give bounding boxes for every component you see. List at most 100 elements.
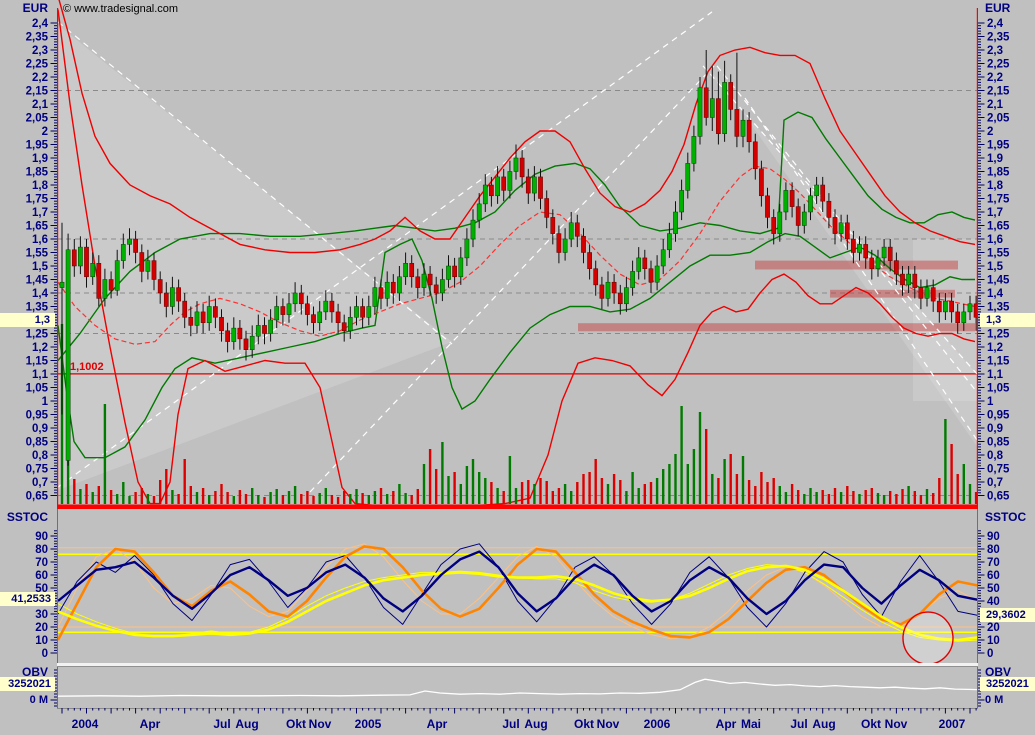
- axis-label: 1: [987, 396, 994, 408]
- indicator-line: [57, 111, 976, 361]
- volume-bar: [705, 429, 708, 504]
- sstoc-label-left: SSTOC: [6, 510, 48, 524]
- candle-body: [667, 233, 672, 251]
- axis-label: 1,05: [987, 383, 1010, 395]
- axis-label: 1,25: [987, 329, 1010, 341]
- volume-bar: [410, 495, 413, 504]
- time-label: Mai: [741, 717, 761, 731]
- candle-body: [605, 281, 611, 299]
- candle-body: [869, 257, 875, 269]
- candle-body: [286, 303, 292, 315]
- volume-bar: [913, 491, 916, 504]
- candle-body: [936, 300, 942, 313]
- candle-body: [685, 163, 691, 191]
- volume-bar: [533, 484, 536, 504]
- candle-body: [347, 317, 353, 332]
- candle-body: [538, 176, 543, 199]
- axis-label: 1,2: [987, 342, 1003, 354]
- axis-label: 1,25: [26, 329, 49, 341]
- candle-body: [709, 98, 715, 118]
- axis-label: 1,7: [987, 207, 1003, 219]
- volume-bar: [698, 412, 702, 504]
- volume-bar: [73, 479, 76, 504]
- sstoc-panel[interactable]: [57, 507, 978, 664]
- time-label: Jul: [790, 717, 807, 731]
- axis-label: 1,45: [26, 275, 49, 287]
- candle-body: [771, 217, 777, 234]
- obv-panel[interactable]: [57, 666, 978, 709]
- candle-body: [967, 303, 973, 313]
- volume-bar: [784, 492, 788, 504]
- axis-label: 1,4: [32, 288, 49, 300]
- obv-label-left: OBV: [21, 665, 48, 679]
- candle-body: [84, 246, 89, 278]
- axis-label: 1,6: [32, 234, 48, 246]
- candle-body: [96, 263, 102, 299]
- candle-body: [378, 287, 384, 299]
- price-axis-left[interactable]: 2,4 2,352,3 2,252,2 2,152,1 2,052 1,951,9 1,85…: [0, 0, 57, 735]
- candle-body: [943, 300, 948, 313]
- current-price-badge-left: 1,3: [0, 313, 55, 327]
- axis-label: 2,05: [26, 113, 49, 125]
- volume-bar: [103, 404, 107, 504]
- candle-body: [213, 306, 218, 318]
- axis-label: 1,9: [987, 153, 1003, 165]
- volume-bar: [680, 406, 683, 504]
- volume-bar: [238, 490, 242, 504]
- obv-line: [57, 678, 978, 697]
- volume-bar: [729, 454, 732, 504]
- volume-bar: [343, 491, 346, 504]
- candle-body: [323, 300, 329, 313]
- volume-bar: [962, 464, 965, 504]
- axis-label: 1,85: [26, 167, 49, 179]
- candle-body: [501, 176, 507, 191]
- volume-bar: [324, 488, 327, 504]
- candle-body: [464, 238, 470, 259]
- candle-body: [728, 82, 734, 110]
- axis-label: 2,35: [26, 32, 49, 44]
- volume-bar: [882, 495, 886, 504]
- axis-label: 1,75: [26, 194, 49, 206]
- time-label: 2007: [939, 717, 966, 731]
- price-axis-right[interactable]: 2,42,352,32,252,22,152,12,0521,951,91,85…: [978, 0, 1035, 735]
- volume-bar: [539, 478, 542, 504]
- volume-bar: [876, 493, 880, 504]
- volume-bar: [852, 491, 855, 504]
- volume-bar: [195, 492, 199, 504]
- volume-bar: [97, 486, 100, 504]
- axis-label: 0,8: [32, 450, 49, 462]
- sstoc-line: [57, 564, 978, 642]
- candle-body: [703, 87, 709, 118]
- axis-label: 0,85: [987, 437, 1010, 449]
- axis-label: 1,8: [32, 180, 49, 192]
- panel-separator[interactable]: [57, 663, 978, 667]
- volume-bar: [85, 484, 88, 504]
- volume-bar: [747, 480, 751, 504]
- axis-label: 1,65: [987, 221, 1010, 233]
- time-label: Jul: [502, 717, 519, 731]
- candle-body: [636, 257, 642, 272]
- volume-bar: [116, 494, 119, 504]
- time-label: Apr: [716, 717, 737, 731]
- axis-label: 1,4: [987, 288, 1004, 300]
- volume-bar: [214, 491, 217, 504]
- main-chart-panel[interactable]: [57, 0, 978, 507]
- candle-body: [900, 273, 905, 286]
- volume-bar: [527, 480, 530, 504]
- obv-value-badge-right: 3252021: [980, 677, 1035, 691]
- candle-body: [881, 246, 887, 259]
- volume-bar: [349, 494, 352, 504]
- volume-bar: [330, 495, 334, 504]
- trendline: [57, 21, 453, 345]
- candle-body: [90, 263, 96, 278]
- time-label: Aug: [524, 717, 547, 731]
- volume-bar: [895, 494, 898, 504]
- time-axis[interactable]: 2004 Apr Jul Aug Okt Nov 2005 Apr Jul Aug Okt Nov 20…: [57, 708, 978, 735]
- volume-bar: [226, 492, 229, 504]
- candle-body: [329, 300, 335, 313]
- axis-label: 0,75: [26, 464, 49, 476]
- volume-bar: [318, 493, 321, 504]
- sstoc-value-badge-right: 29,3602: [980, 608, 1035, 622]
- volume-bar: [189, 486, 192, 504]
- volume-bar: [122, 482, 125, 504]
